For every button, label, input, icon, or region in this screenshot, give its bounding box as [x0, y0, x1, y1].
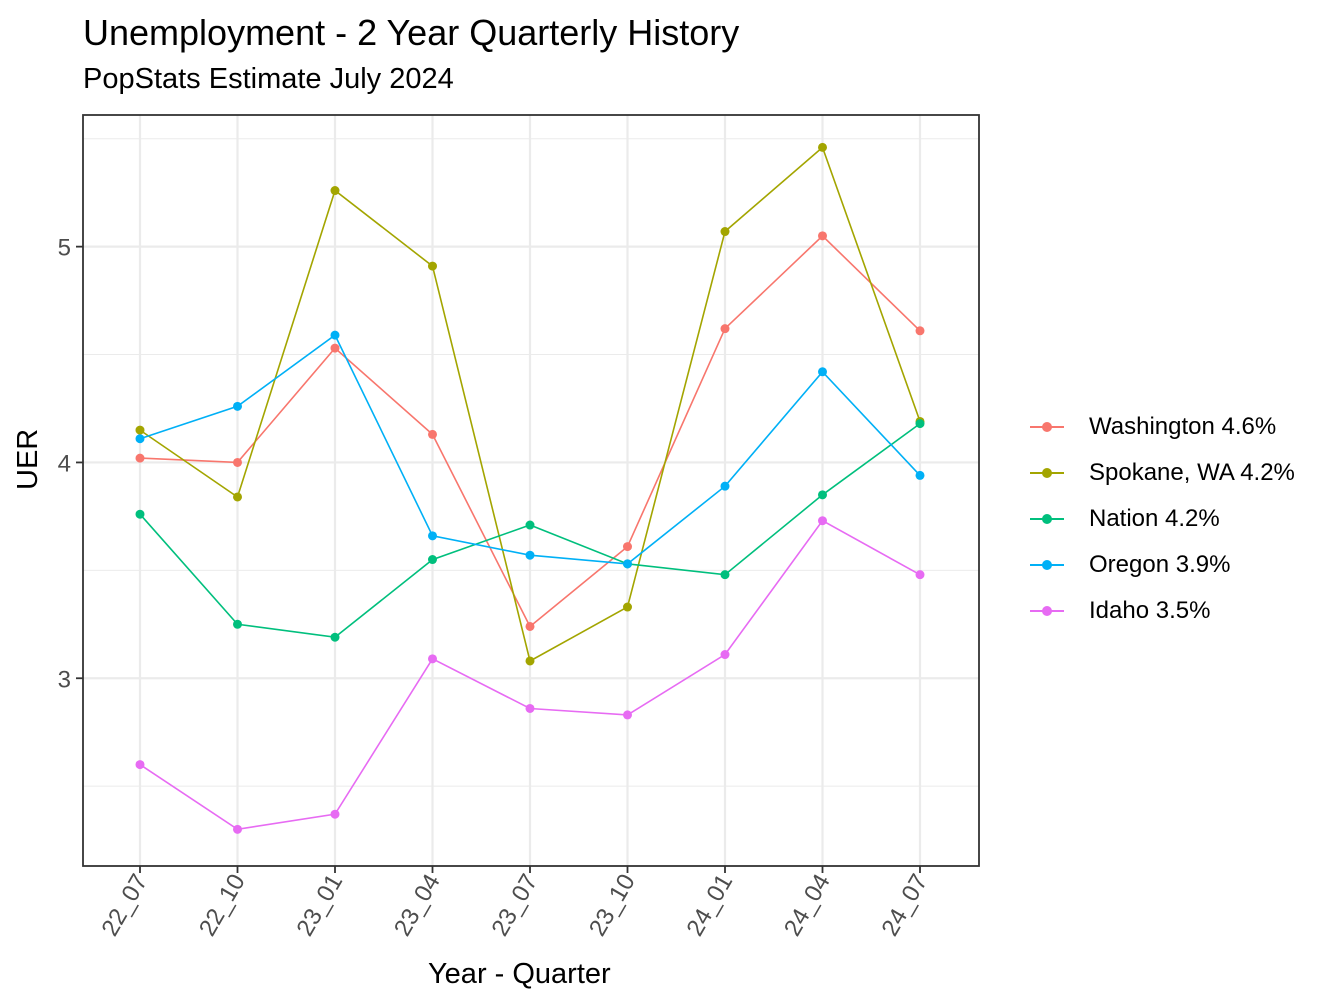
- chart-subtitle: PopStats Estimate July 2024: [83, 63, 454, 95]
- data-point: [135, 453, 145, 463]
- x-tick-label: 23_01: [291, 870, 348, 941]
- x-tick-label: 23_07: [486, 870, 543, 941]
- data-point: [525, 703, 535, 713]
- legend-key: [1030, 463, 1064, 483]
- y-tick-label: 4: [58, 450, 71, 477]
- data-point: [915, 326, 925, 336]
- data-point: [623, 602, 632, 612]
- legend-item: Spokane, WA 4.2%: [1030, 450, 1295, 496]
- data-point: [720, 324, 730, 334]
- data-point: [818, 490, 827, 500]
- data-point: [135, 509, 145, 519]
- data-point: [915, 470, 925, 480]
- legend-item: Nation 4.2%: [1030, 496, 1295, 542]
- legend-label: Washington 4.6%: [1089, 413, 1277, 440]
- data-point: [818, 142, 827, 152]
- x-tick-label: 24_07: [876, 870, 933, 941]
- data-point: [525, 656, 535, 666]
- data-point: [233, 492, 242, 502]
- data-point: [233, 824, 242, 834]
- legend-key: [1030, 417, 1064, 437]
- data-point: [330, 632, 340, 642]
- x-tick-label: 22_10: [194, 870, 251, 941]
- data-point: [428, 555, 437, 565]
- y-tick-label: 3: [58, 666, 71, 693]
- panel-border: [82, 114, 980, 867]
- x-axis-label: Year - Quarter: [428, 958, 611, 990]
- data-point: [818, 367, 827, 377]
- data-point: [915, 570, 925, 580]
- legend-label: Oregon 3.9%: [1089, 551, 1231, 578]
- data-point: [720, 570, 730, 580]
- x-tick-label: 23_04: [389, 870, 446, 941]
- data-point: [135, 425, 145, 435]
- data-point: [330, 809, 340, 819]
- data-point: [135, 434, 145, 444]
- data-point: [818, 516, 827, 526]
- legend-label: Spokane, WA 4.2%: [1089, 459, 1295, 486]
- legend-item: Oregon 3.9%: [1030, 542, 1295, 588]
- data-point: [623, 710, 632, 720]
- data-point: [428, 429, 437, 439]
- data-point: [233, 401, 242, 411]
- data-point: [720, 650, 730, 660]
- x-tick-label: 24_04: [779, 870, 836, 941]
- legend: Washington 4.6% Spokane, WA 4.2% Nation 4.…: [1030, 404, 1295, 634]
- data-point: [720, 481, 730, 491]
- data-point: [525, 621, 535, 631]
- legend-key: [1030, 601, 1064, 621]
- data-point: [428, 531, 437, 541]
- legend-item: Idaho 3.5%: [1030, 588, 1295, 634]
- legend-item: Washington 4.6%: [1030, 404, 1295, 450]
- data-point: [623, 542, 632, 552]
- data-point: [233, 457, 242, 467]
- data-point: [330, 186, 340, 196]
- data-point: [915, 419, 925, 429]
- legend-key: [1030, 555, 1064, 575]
- legend-label: Idaho 3.5%: [1089, 597, 1211, 624]
- data-point: [330, 343, 340, 353]
- x-tick-label: 22_07: [96, 870, 153, 941]
- data-point: [525, 520, 535, 530]
- data-point: [428, 654, 437, 664]
- legend-key: [1030, 509, 1064, 529]
- data-point: [233, 619, 242, 629]
- x-tick-label: 23_10: [584, 870, 641, 941]
- data-point: [720, 227, 730, 237]
- legend-label: Nation 4.2%: [1089, 505, 1220, 532]
- data-point: [818, 231, 827, 241]
- data-point: [428, 261, 437, 271]
- x-tick-label: 24_01: [681, 870, 738, 941]
- y-tick-label: 5: [58, 235, 71, 262]
- data-point: [135, 760, 145, 770]
- data-point: [330, 330, 340, 340]
- data-point: [525, 550, 535, 560]
- data-point: [623, 559, 632, 569]
- chart-title: Unemployment - 2 Year Quarterly History: [83, 12, 740, 53]
